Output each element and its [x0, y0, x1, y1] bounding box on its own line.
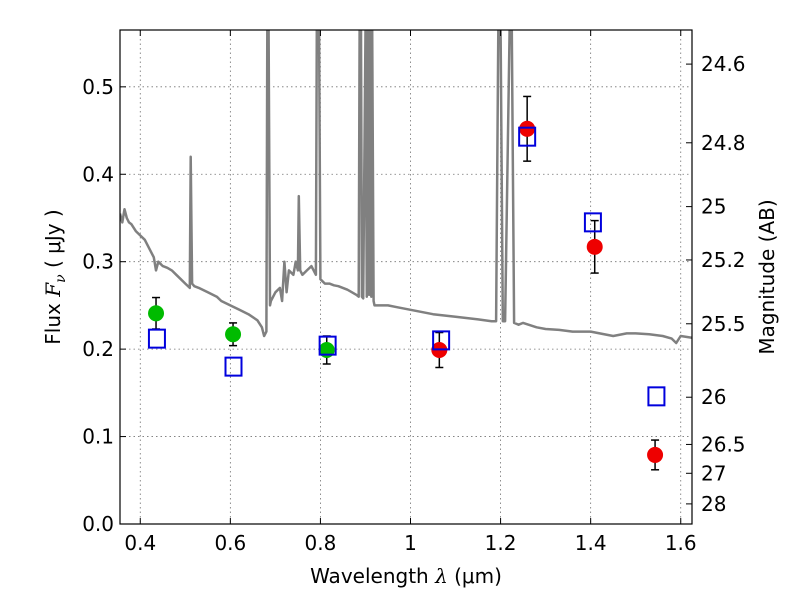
data-point	[148, 305, 165, 322]
model-square	[583, 212, 602, 233]
data-point	[647, 446, 664, 463]
y2-tick-label: 25	[701, 195, 726, 219]
x-tick-label: 1.2	[485, 531, 517, 555]
y2-axis-title: Magnitude (AB)	[755, 199, 779, 354]
y2-tick-label: 26	[701, 385, 726, 409]
y-tick-label: 0.2	[82, 337, 114, 361]
axis-ticks	[120, 30, 692, 525]
y2-tick-label: 26.5	[701, 432, 746, 456]
plot-frame	[119, 29, 693, 525]
x-tick-label: 0.6	[214, 531, 246, 555]
y2-tick-label: 28	[701, 492, 726, 516]
y2-tick-labels: 24.6 24.8 25 25.2 25.5 26 26.5 27 28	[701, 52, 746, 516]
y-tick-label: 0.5	[82, 75, 114, 99]
model-square	[518, 126, 537, 147]
x-tick-label: 0.4	[124, 531, 156, 555]
data-point	[225, 326, 242, 343]
y-tick-label: 0.3	[82, 250, 114, 274]
data-point	[519, 120, 536, 137]
data-point	[586, 238, 603, 255]
x-tick-labels: 0.4 0.6 0.8 1 1.2 1.4 1.6	[124, 531, 696, 555]
model-square	[224, 356, 243, 377]
y-tick-label: 0.1	[82, 425, 114, 449]
photometry-points	[148, 120, 664, 463]
y2-tick-label: 27	[701, 461, 726, 485]
plot-area	[120, 30, 692, 471]
y2-tick-label: 25.2	[701, 248, 746, 272]
model-square	[147, 328, 166, 349]
x-tick-label: 1	[404, 531, 417, 555]
model-square	[432, 330, 451, 351]
model-photometry-squares	[147, 126, 666, 407]
x-axis-title: Wavelength λ (μm)	[310, 564, 502, 588]
model-square	[647, 386, 666, 407]
series-line-model-spectrum	[120, 30, 692, 345]
y-axis-title: Flux Fν ( μJy )	[41, 209, 69, 344]
grid-lines	[120, 30, 692, 524]
y2-tick-label: 24.6	[701, 52, 746, 76]
y2-tick-label: 25.5	[701, 312, 746, 336]
x-tick-label: 1.4	[575, 531, 607, 555]
error-bars	[152, 95, 660, 471]
x-tick-label: 0.8	[305, 531, 337, 555]
y-tick-label: 0.4	[82, 162, 114, 186]
y-tick-label: 0.0	[82, 512, 114, 536]
x-tick-label: 1.6	[665, 531, 697, 555]
y-tick-labels: 0.0 0.1 0.2 0.3 0.4 0.5	[82, 75, 114, 536]
y2-tick-label: 24.8	[701, 131, 746, 155]
model-square	[318, 335, 337, 356]
